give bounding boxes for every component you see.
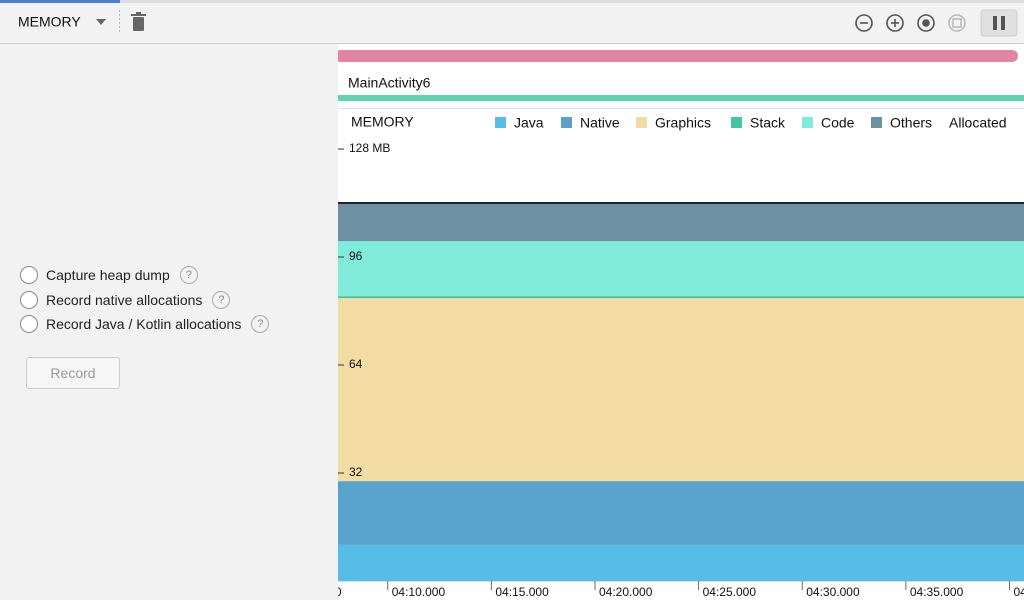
option[interactable]: Capture heap dump? xyxy=(20,266,198,284)
zoom-to-selection[interactable] xyxy=(948,14,966,32)
area xyxy=(338,203,1024,242)
area xyxy=(338,544,1024,581)
area xyxy=(338,296,1024,299)
legend-label: Others xyxy=(890,115,932,131)
legend-swatch xyxy=(561,117,572,128)
record-button[interactable]: Record xyxy=(26,357,120,389)
area xyxy=(338,298,1024,482)
legend-swatch xyxy=(495,117,506,128)
y-tick-label: 32 xyxy=(349,465,363,479)
y-tick-label: 128 MB xyxy=(349,141,390,155)
x-tick-label: 04:30.000 xyxy=(806,585,860,599)
dropdown-arrow[interactable] xyxy=(96,19,106,25)
toolbar: MEMORY xyxy=(0,0,1024,44)
activity-bar xyxy=(338,95,1024,101)
area xyxy=(338,241,1024,297)
option[interactable]: Record Java / Kotlin allocations? xyxy=(20,315,270,333)
legend-label: Allocated xyxy=(949,115,1007,131)
legend-label: Graphics xyxy=(655,115,711,131)
x-tick-label: 04:10.000 xyxy=(392,585,446,599)
pause-bar xyxy=(1001,16,1005,30)
legend-swatch xyxy=(636,117,647,128)
legend-label: Code xyxy=(821,115,855,131)
option-label: Record Java / Kotlin allocations xyxy=(46,316,242,332)
legend-swatch xyxy=(802,117,813,128)
x-tick-label: 04:40.000 xyxy=(1013,585,1024,599)
x-tick-label: 04:05.000 xyxy=(338,585,342,599)
session-bar xyxy=(338,50,1018,62)
legend-label: Native xyxy=(580,115,620,131)
legend-label: Stack xyxy=(750,115,786,131)
help-icon[interactable]: ? xyxy=(251,315,270,333)
option-label: Record native allocations xyxy=(46,292,203,308)
legend-label: Java xyxy=(514,115,544,131)
chart-title: MEMORY xyxy=(351,114,414,130)
toolbar-bg xyxy=(0,0,1024,44)
y-tick-label: 96 xyxy=(349,249,363,263)
legend-swatch xyxy=(731,117,742,128)
help-icon[interactable]: ? xyxy=(212,291,231,309)
top-line xyxy=(0,0,1024,3)
options-panel: Capture heap dump? Record native allocat… xyxy=(0,44,338,600)
x-tick-label: 04:25.000 xyxy=(703,585,757,599)
memory-chart: MainActivity6 MEMORY 32 64 96 128 MB 04:05.0… xyxy=(338,44,1024,600)
option-label: Capture heap dump xyxy=(46,267,170,283)
legend-swatch xyxy=(871,117,882,128)
x-tick-label: 04:20.000 xyxy=(599,585,653,599)
option[interactable]: Record native allocations? xyxy=(20,291,231,309)
x-tick-label: 04:35.000 xyxy=(910,585,964,599)
activity-label: MainActivity6 xyxy=(348,75,431,91)
x-axis-bg xyxy=(338,581,1024,600)
help-icon[interactable]: ? xyxy=(179,266,198,284)
zoom-out[interactable] xyxy=(855,14,873,32)
zoom-in[interactable] xyxy=(886,14,904,32)
pause-bar xyxy=(993,16,997,30)
profiler-title[interactable]: MEMORY xyxy=(18,14,81,30)
tab-indicator xyxy=(0,0,120,3)
reset-zoom[interactable] xyxy=(917,14,935,32)
y-tick-label: 64 xyxy=(349,357,363,371)
pause-button[interactable] xyxy=(980,9,1018,37)
area xyxy=(338,481,1024,545)
x-tick-label: 04:15.000 xyxy=(495,585,549,599)
delete-icon[interactable] xyxy=(131,12,146,31)
